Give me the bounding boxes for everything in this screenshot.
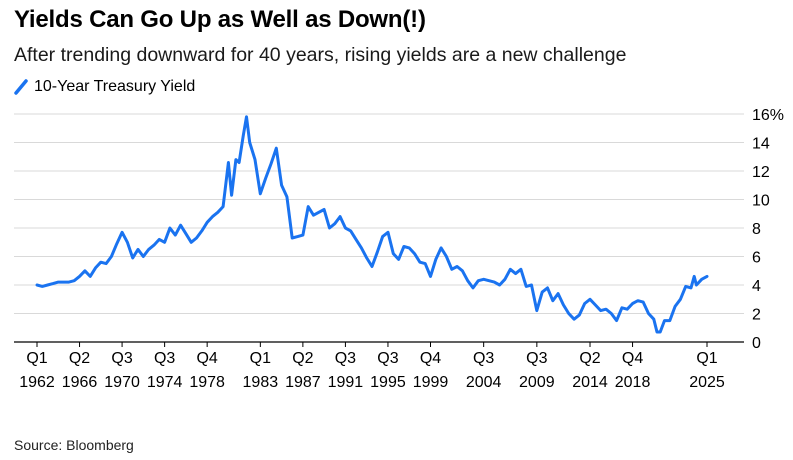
x-tick-label-year: 1983 — [243, 374, 279, 391]
x-tick-label-year: 1987 — [285, 374, 321, 391]
series-line-10-year-treasury-yield — [35, 115, 709, 334]
x-tick-label-year: 2004 — [466, 374, 502, 391]
y-tick-label: 8 — [752, 221, 761, 238]
legend-label: 10-Year Treasury Yield — [34, 78, 196, 95]
x-tick-label-year: 1991 — [328, 374, 364, 391]
x-tick-label-quarter: Q1 — [250, 350, 271, 367]
x-tick-label-quarter: Q3 — [111, 350, 132, 367]
x-tick-label-quarter: Q4 — [420, 350, 441, 367]
y-tick-label: 4 — [752, 278, 761, 295]
y-tick-label: 6 — [752, 250, 761, 267]
x-tick-label-quarter: Q2 — [292, 350, 313, 367]
x-tick-label-year: 2009 — [519, 374, 555, 391]
x-tick-label-year: 1966 — [62, 374, 98, 391]
legend: 10-Year Treasury Yield — [14, 78, 195, 96]
y-tick-label: 10 — [752, 193, 770, 210]
x-tick-label-quarter: Q1 — [26, 350, 47, 367]
x-tick-label-quarter: Q3 — [473, 350, 494, 367]
x-tick-label-year: 2014 — [572, 374, 608, 391]
y-tick-label: 2 — [752, 307, 761, 324]
y-tick-label: 12 — [752, 164, 770, 181]
x-tick-label-quarter: Q3 — [377, 350, 398, 367]
y-tick-label: 14 — [752, 136, 770, 153]
x-tick-label-year: 1974 — [147, 374, 183, 391]
x-tick-label-year: 2025 — [689, 374, 725, 391]
y-tick-label: 0 — [752, 335, 761, 352]
x-tick-label-quarter: Q2 — [69, 350, 90, 367]
x-tick-label-year: 1978 — [189, 374, 225, 391]
x-tick-label-year: 1970 — [104, 374, 140, 391]
x-tick-label-quarter: Q2 — [579, 350, 600, 367]
source-note: Source: Bloomberg — [14, 437, 134, 453]
x-tick-label-year: 1999 — [413, 374, 449, 391]
x-tick-label-year: 1995 — [370, 374, 406, 391]
x-tick-label-year: 2018 — [615, 374, 651, 391]
x-tick-label-year: 1962 — [19, 374, 55, 391]
x-tick-label-quarter: Q3 — [526, 350, 547, 367]
legend-line-icon — [14, 79, 28, 95]
x-tick-label-quarter: Q3 — [335, 350, 356, 367]
x-tick-label-quarter: Q1 — [696, 350, 717, 367]
x-tick-label-quarter: Q4 — [622, 350, 643, 367]
chart-subtitle: After trending downward for 40 years, ri… — [14, 44, 627, 66]
y-tick-label: 16% — [752, 107, 784, 124]
chart-title: Yields Can Go Up as Well as Down(!) — [14, 6, 426, 33]
x-tick-label-quarter: Q4 — [196, 350, 217, 367]
x-tick-label-quarter: Q3 — [154, 350, 175, 367]
